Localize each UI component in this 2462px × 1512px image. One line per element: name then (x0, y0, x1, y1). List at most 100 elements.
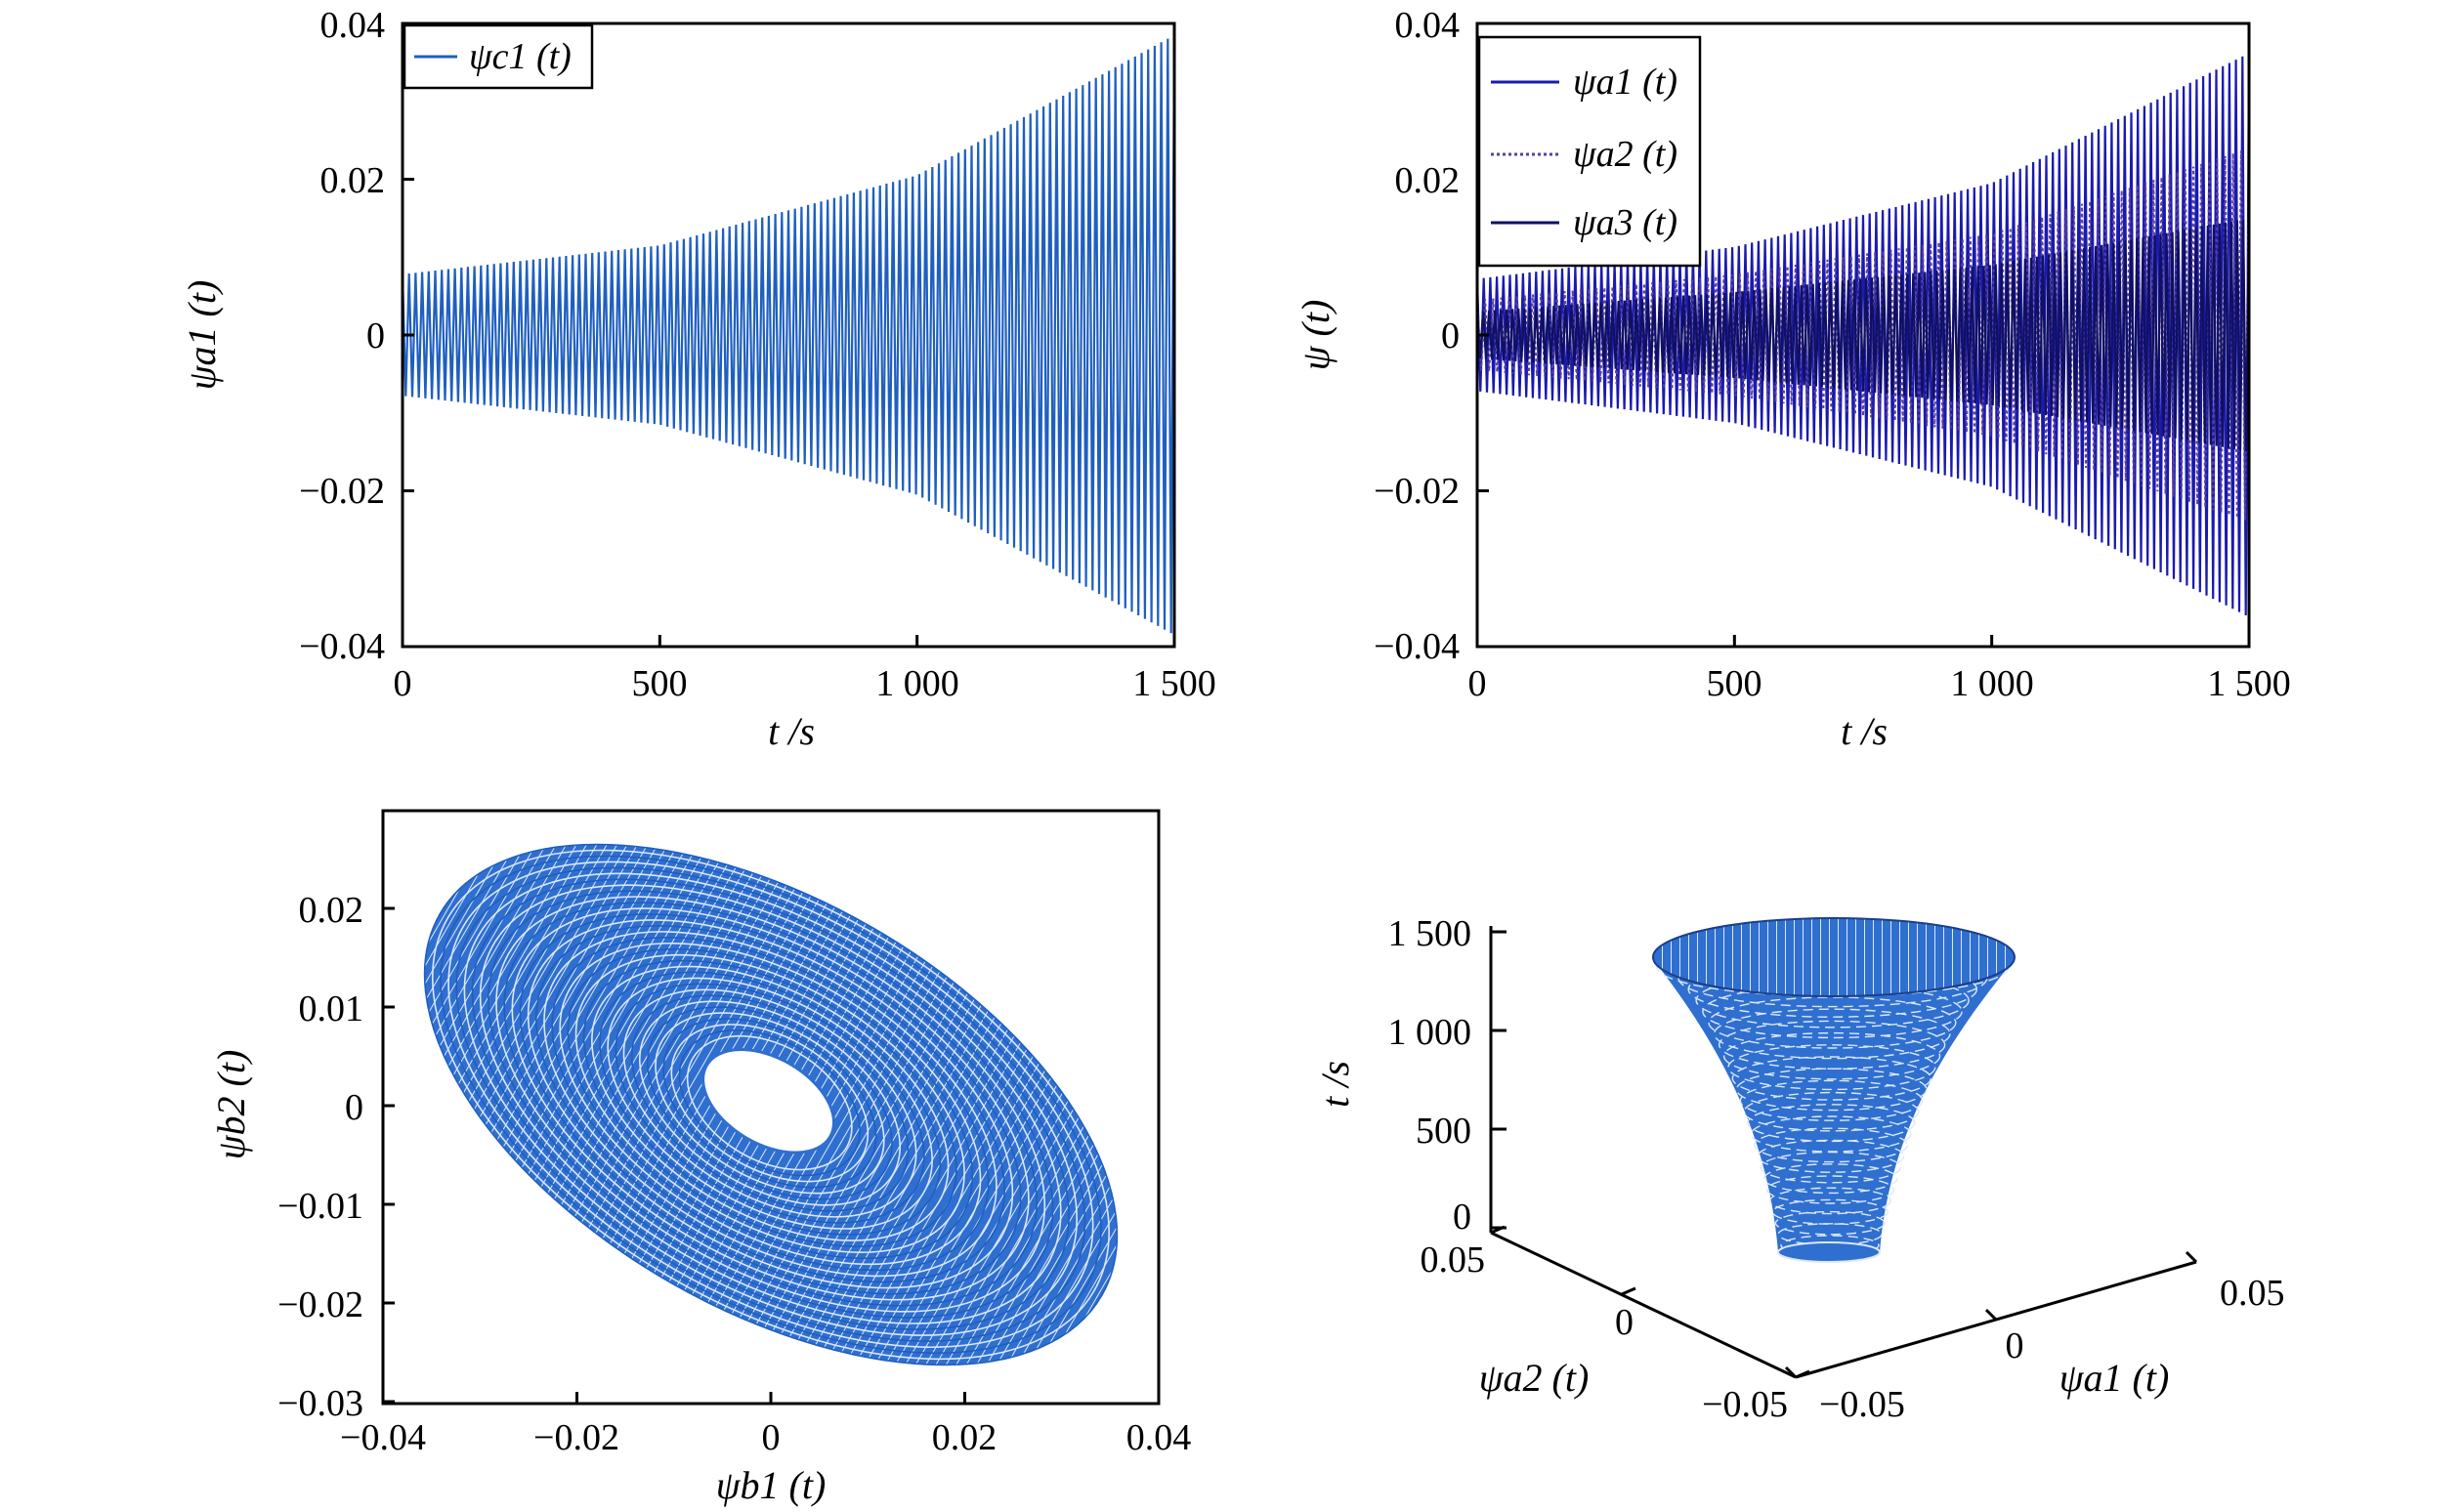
x-tick-label: 1 000 (875, 663, 959, 704)
z-tick-label: 1 000 (1388, 1012, 1472, 1053)
orbit-ring (647, 1006, 893, 1200)
y-ticks (1490, 1225, 1810, 1379)
y-tick-label: −0.03 (277, 1383, 363, 1424)
y-tick-label: −0.02 (277, 1284, 363, 1325)
y-tick-label: 0.01 (299, 988, 364, 1029)
legend-entry-label: ψc1 (t) (469, 36, 572, 77)
orbit-ring (551, 936, 990, 1272)
tick (1795, 1369, 1810, 1379)
mesh-line (1713, 1008, 1951, 1060)
orbit-ring (535, 925, 1005, 1283)
y-axis-line (1490, 1231, 1797, 1379)
orbit-ring (615, 983, 925, 1224)
x-tick-label: 1 000 (1950, 663, 2034, 704)
x-axis-label: t /s (1841, 709, 1888, 753)
tick (1490, 1225, 1506, 1235)
y-axis-label: ψb2 (t) (209, 1050, 253, 1160)
y-tick-label: 0.04 (1395, 5, 1461, 46)
mesh-line (1760, 1151, 1902, 1184)
x-tick-label: 0.04 (1126, 1417, 1192, 1458)
orbit-ring (503, 902, 1038, 1307)
orbit-ring (527, 919, 1014, 1289)
legend-entry-label: ψa1 (t) (1573, 62, 1677, 103)
x-tick-label: −0.04 (340, 1417, 426, 1458)
legend: ψa1 (t) ψa2 (t) ψa3 (t) (1477, 35, 1702, 268)
orbit-ring (582, 959, 957, 1247)
phase-orbit (423, 843, 1119, 1366)
orbit-ring (655, 1012, 885, 1195)
orbit-ring (423, 843, 1119, 1366)
x-axis-label: ψa1 (t) (2059, 1356, 2170, 1400)
tick-marks (381, 906, 1161, 1404)
orbit-ring (670, 1024, 870, 1183)
orbit-ring (519, 913, 1022, 1295)
mesh-line (1727, 1044, 1936, 1091)
orbit-ring (447, 861, 1094, 1349)
orbit-ring (567, 947, 974, 1260)
y-tick-label: −0.04 (1374, 626, 1460, 667)
x-tick-label: 0 (394, 663, 412, 704)
y-axis-label: ψa2 (t) (1479, 1356, 1590, 1400)
orbit-ring (495, 896, 1046, 1313)
x-ticks (1784, 1250, 2198, 1379)
orbit-inner-hole (701, 1048, 835, 1155)
orbit-ring (471, 878, 1070, 1330)
z-axis-label: t /s (1313, 1061, 1357, 1108)
mesh-line (1774, 1210, 1886, 1236)
x-tick-label: 0 (1468, 663, 1487, 704)
orbit-ring (622, 988, 917, 1218)
orbit-ring (511, 907, 1030, 1301)
y-tick-label: 0 (345, 1087, 363, 1128)
legend-box (1477, 35, 1702, 268)
funnel-bottom-rim (1777, 1241, 1881, 1263)
orbit-ring (479, 884, 1062, 1324)
mesh-line (1771, 1198, 1889, 1225)
series-line (401, 34, 1176, 634)
mesh-line (1739, 1079, 1924, 1121)
panel-bottom-right: 1 500 1 000 500 0 t /s 0.05 0 −0.05 ψa2 … (1313, 913, 2285, 1425)
legend-box (403, 23, 594, 90)
x-tick-label: 0.02 (932, 1417, 998, 1458)
y-tick-label: 0.02 (320, 160, 386, 201)
panel-top-right: 0.04 0.02 0 −0.02 −0.04 0 500 1 000 1 50… (1294, 5, 2291, 753)
x-tick-label: 1 500 (1132, 663, 1216, 704)
x-tick-label: 500 (632, 663, 688, 704)
tick (1621, 1286, 1636, 1296)
x-axis-label: ψb1 (t) (716, 1463, 827, 1507)
mesh-line (1762, 1163, 1898, 1195)
orbit-ring (639, 1000, 901, 1206)
orbit-ring (607, 977, 933, 1230)
panel-bottom-left: 0.02 0.01 0 −0.01 −0.02 −0.03 −0.04 −0.0… (209, 809, 1192, 1507)
x-tick-label: 1 500 (2207, 663, 2291, 704)
y-axis-label: ψa1 (t) (180, 280, 224, 391)
z-tick-label: 1 500 (1388, 913, 1472, 954)
y-tick-label: 0.02 (1395, 160, 1461, 201)
x-tick-label: −0.02 (533, 1417, 619, 1458)
orbit-ring (440, 855, 1102, 1355)
y-tick-label: 0.04 (320, 5, 386, 46)
orbit-ring (455, 866, 1086, 1342)
series-psi-c1-trace (401, 34, 1176, 634)
y-tick-label: 0 (366, 315, 385, 357)
funnel-surface (1652, 917, 2016, 1263)
orbit-rings (423, 843, 1119, 1366)
orbit-ring (599, 971, 942, 1236)
x-tick-label: 0 (2006, 1325, 2024, 1366)
z-ticks (1491, 930, 1507, 1230)
y-tick-label: 0 (1615, 1302, 1634, 1343)
y-tick-label: −0.05 (1702, 1384, 1788, 1425)
mesh-line (1743, 1091, 1920, 1132)
y-tick-label: 0 (1441, 315, 1460, 357)
tick (1784, 1365, 1798, 1379)
orbit-ring (591, 965, 950, 1241)
series-line (1475, 218, 2251, 452)
y-axis-label: ψ (t) (1294, 300, 1337, 371)
x-tick-label: 0 (762, 1417, 781, 1458)
y-tick-label: −0.02 (299, 471, 385, 512)
orbit-ring (574, 953, 965, 1253)
z-tick-label: 0 (1453, 1197, 1471, 1238)
orbit-ring (662, 1018, 877, 1189)
y-tick-label: 0.05 (1421, 1239, 1486, 1281)
mesh-line (1757, 1139, 1905, 1173)
